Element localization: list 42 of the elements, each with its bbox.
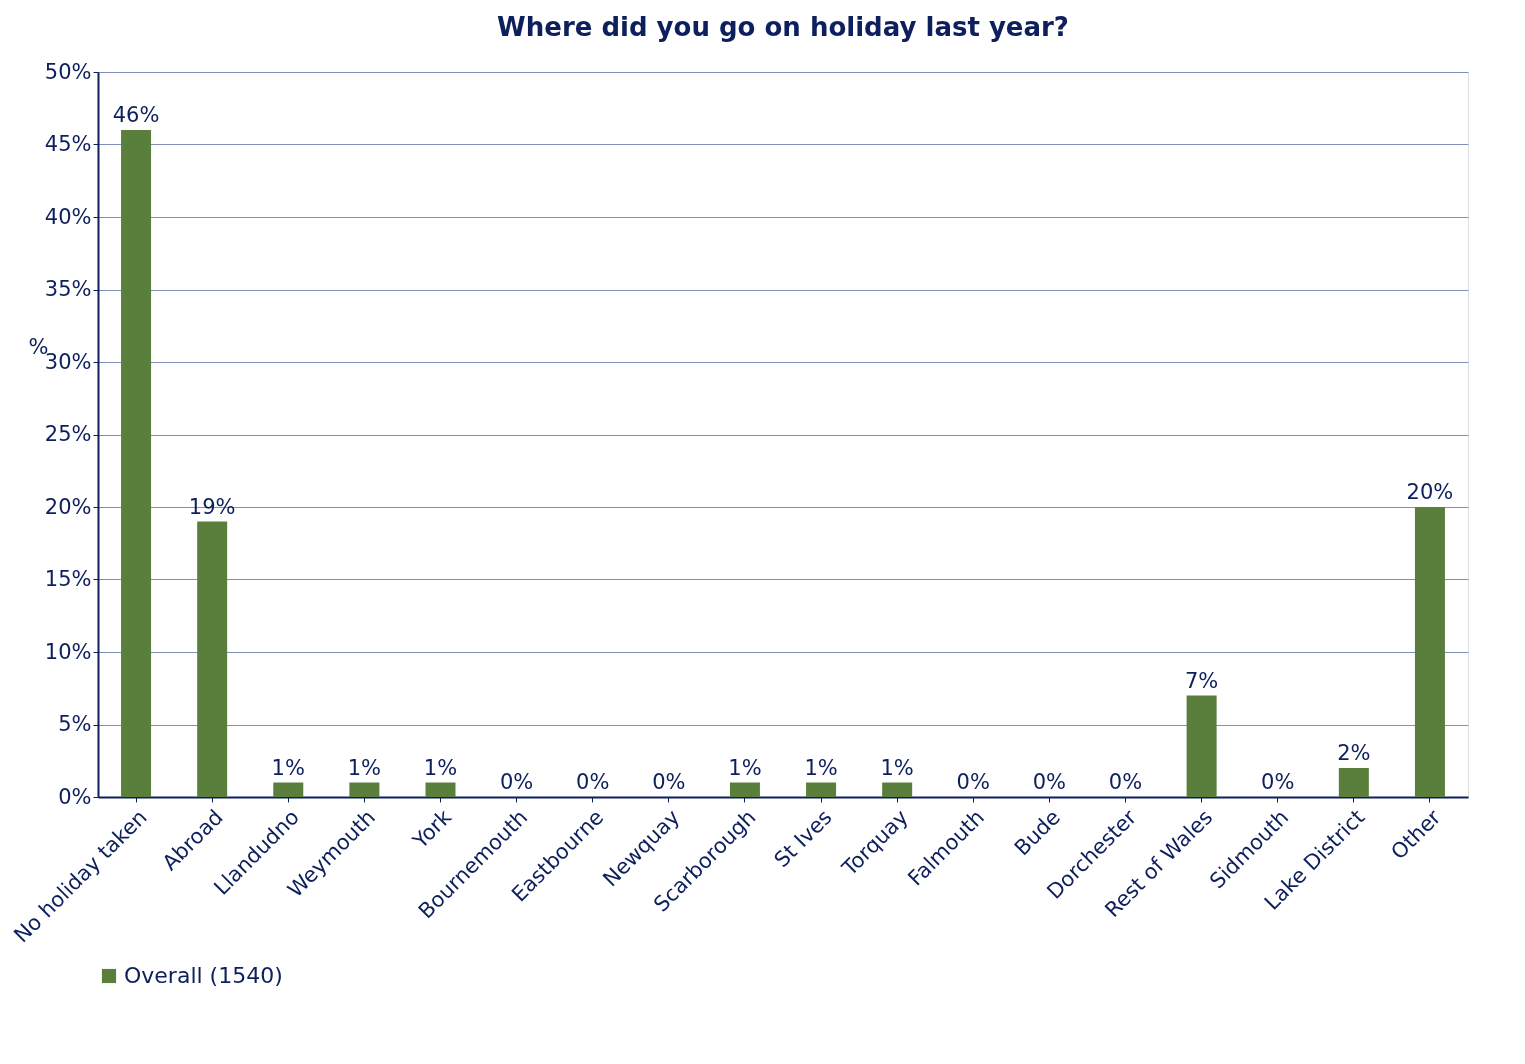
y-tick-label: 10% (44, 639, 92, 664)
y-tick-label: 0% (58, 784, 92, 809)
data-label: 0% (956, 770, 990, 794)
legend-label: Overall (1540) (124, 963, 283, 988)
bar (349, 782, 380, 797)
bar (1338, 768, 1369, 797)
bar (121, 130, 152, 797)
bar (806, 782, 837, 797)
x-tick-label: St Ives (769, 805, 837, 873)
bar (425, 782, 456, 797)
bar (1414, 507, 1445, 797)
bar (729, 782, 760, 797)
data-label: 1% (423, 755, 458, 780)
data-label: 7% (1184, 668, 1219, 693)
data-label: 1% (728, 755, 762, 780)
y-tick-label: 40% (44, 204, 92, 229)
bar (197, 521, 228, 797)
data-label: 19% (188, 494, 236, 519)
data-label: 0% (499, 770, 534, 794)
y-tick-label: 45% (44, 132, 92, 156)
data-label: 46% (112, 103, 160, 127)
y-tick-label: 25% (44, 422, 92, 446)
bar (1186, 695, 1217, 797)
data-label: 1% (271, 755, 305, 780)
y-tick-label: 35% (44, 277, 92, 301)
data-label: 0% (1032, 770, 1067, 794)
y-tick-label: 15% (44, 567, 92, 591)
data-label: 20% (1406, 480, 1454, 504)
data-label: 0% (652, 770, 686, 794)
bar (882, 782, 913, 797)
data-label: 0% (1108, 770, 1143, 794)
data-label: 1% (880, 755, 914, 780)
bar (273, 782, 304, 797)
y-tick-label: 5% (58, 712, 92, 736)
chart-title: Where did you go on holiday last year? (497, 12, 1069, 42)
data-label: 0% (1261, 770, 1295, 794)
data-label: 0% (576, 770, 610, 794)
y-tick-label: 50% (44, 59, 92, 84)
y-tick-label: 20% (44, 494, 92, 519)
data-label: 1% (804, 755, 838, 780)
data-label: 2% (1337, 741, 1371, 765)
data-label: 1% (347, 755, 382, 780)
